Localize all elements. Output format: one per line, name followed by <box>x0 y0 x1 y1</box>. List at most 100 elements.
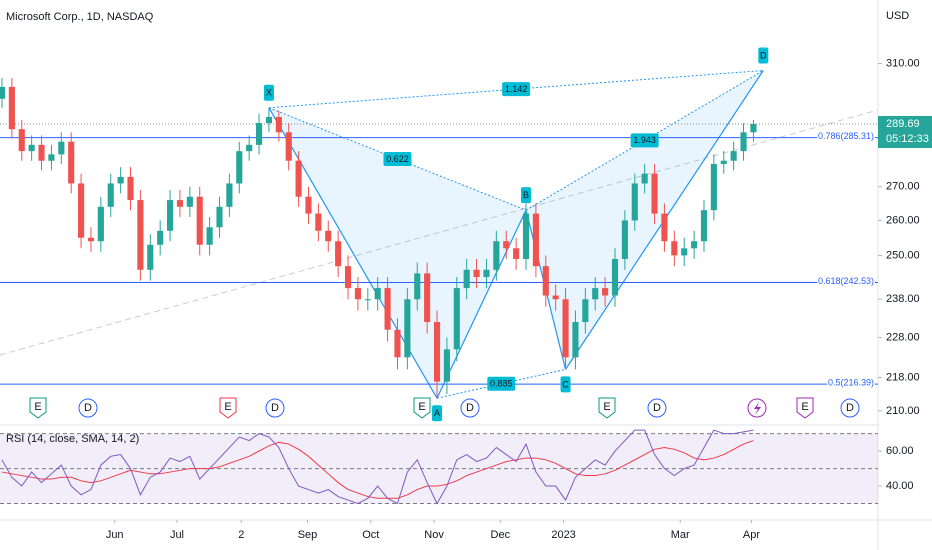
y-tick-label: 270.00 <box>886 181 920 193</box>
badge-label: D <box>653 402 661 414</box>
candle-body <box>18 129 25 152</box>
candle-body <box>226 183 233 207</box>
candle-body <box>265 116 273 124</box>
candle-body <box>740 132 747 152</box>
x-tick-label: Oct <box>362 529 379 541</box>
candle-body <box>661 213 668 242</box>
pattern-point-box <box>560 376 571 393</box>
badge-label: E <box>603 401 610 413</box>
y-tick-label: 260.00 <box>886 214 920 226</box>
candle-body <box>433 322 441 382</box>
candle-body <box>562 299 569 358</box>
countdown-label: 05:12:33 <box>886 133 929 145</box>
dividend-badge[interactable]: D <box>460 398 480 418</box>
candle-body <box>394 329 401 358</box>
ratio-label: 0.622 <box>386 154 409 164</box>
candle-body <box>315 213 322 231</box>
badge-label: D <box>271 402 279 414</box>
candle-body <box>681 248 688 256</box>
candle-body <box>335 241 342 267</box>
dividend-badge[interactable]: D <box>840 398 860 418</box>
ratio-label-box <box>502 82 531 97</box>
candle-body <box>246 144 253 152</box>
ratio-label-box <box>487 376 516 391</box>
candle-body <box>38 144 45 161</box>
y-tick-label: 250.00 <box>886 249 920 261</box>
candle-body <box>157 230 164 245</box>
candle-body <box>255 123 263 145</box>
candle-body <box>216 206 223 228</box>
pattern-ratio-line <box>268 69 764 109</box>
candle-body <box>424 273 431 323</box>
fib-level-label: 0.786(285.31) <box>818 131 874 141</box>
badge-label: D <box>466 402 474 414</box>
candle-body <box>384 288 391 330</box>
candle-body <box>176 200 184 207</box>
badge-label: E <box>801 401 808 413</box>
candle-body <box>611 258 619 296</box>
badge-label: D <box>84 402 92 414</box>
candle-body <box>166 200 174 231</box>
y-tick-label: 238.00 <box>886 293 920 305</box>
candle-body <box>582 299 589 323</box>
pattern-leg <box>436 209 527 399</box>
y-tick-label: 218.00 <box>886 371 920 383</box>
pattern-point-label: C <box>562 379 569 389</box>
last-price-box <box>878 115 932 148</box>
rsi-title: RSI (14, close, SMA, 14, 2) <box>6 433 139 445</box>
candle-body <box>621 220 628 259</box>
trend-line <box>0 109 879 356</box>
candle-body <box>127 176 134 201</box>
candle-body <box>592 288 599 300</box>
candle-body <box>671 241 678 256</box>
candle-body <box>68 141 75 184</box>
candle-body <box>305 196 312 214</box>
earnings-badge[interactable]: E <box>413 397 431 419</box>
candle-body <box>78 183 85 238</box>
candle-body <box>710 163 717 211</box>
candle-body <box>97 206 104 242</box>
candle-body <box>8 86 15 130</box>
pattern-point-box <box>758 47 769 64</box>
earnings-badge[interactable]: E <box>598 397 616 419</box>
fib-level-label: 0.618(242.53) <box>818 276 874 286</box>
earnings-badge[interactable]: E <box>29 397 47 419</box>
ratio-label-box <box>630 133 659 148</box>
candle-body <box>354 288 361 300</box>
pattern-point-box <box>432 405 443 422</box>
candle-body <box>463 269 470 289</box>
candle-body <box>473 269 480 278</box>
x-tick-label: 2023 <box>551 529 575 541</box>
dividend-badge[interactable]: D <box>265 398 285 418</box>
currency-label: USD <box>886 10 909 22</box>
candle-body <box>364 299 371 301</box>
candle-body <box>651 173 658 214</box>
pattern-point-label: D <box>760 50 767 60</box>
candle-body <box>522 213 530 259</box>
candle-body <box>196 196 203 245</box>
split-badge[interactable] <box>747 398 767 418</box>
badge-label: E <box>34 401 41 413</box>
dividend-badge[interactable]: D <box>647 398 667 418</box>
candle-body <box>443 349 450 382</box>
candle-body <box>147 244 154 270</box>
candle-body <box>572 322 579 358</box>
candle-body <box>552 295 559 300</box>
candle-body <box>325 230 332 242</box>
candle-body <box>206 227 213 245</box>
x-tick-label: Nov <box>424 529 444 541</box>
candle-body <box>107 183 114 207</box>
ratio-label: 0.885 <box>490 379 513 389</box>
candle-body <box>730 151 737 161</box>
candle-body <box>117 176 124 184</box>
dividend-badge[interactable]: D <box>78 398 98 418</box>
pattern-point-box <box>263 84 274 101</box>
x-tick-label: Apr <box>743 529 760 541</box>
earnings-badge[interactable]: E <box>796 397 814 419</box>
candle-body <box>542 266 549 296</box>
candle-body <box>275 116 282 133</box>
earnings-badge[interactable]: E <box>219 397 237 419</box>
candle-body <box>87 237 95 242</box>
y-tick-label: 228.00 <box>886 331 920 343</box>
ratio-label: 1.142 <box>505 84 528 94</box>
